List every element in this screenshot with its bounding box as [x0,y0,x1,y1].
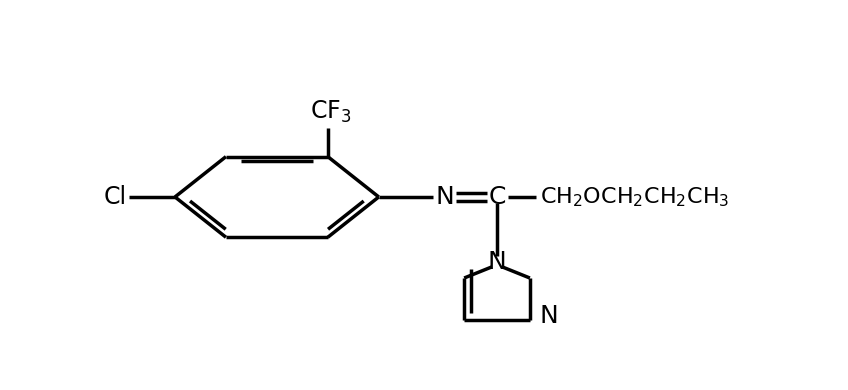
Text: N: N [435,185,454,209]
Text: CF$_3$: CF$_3$ [310,99,352,125]
Text: N: N [540,303,559,328]
Text: C: C [488,185,505,209]
Text: CH$_2$OCH$_2$CH$_2$CH$_3$: CH$_2$OCH$_2$CH$_2$CH$_3$ [540,185,729,209]
Text: Cl: Cl [104,185,127,209]
Text: N: N [488,250,506,273]
